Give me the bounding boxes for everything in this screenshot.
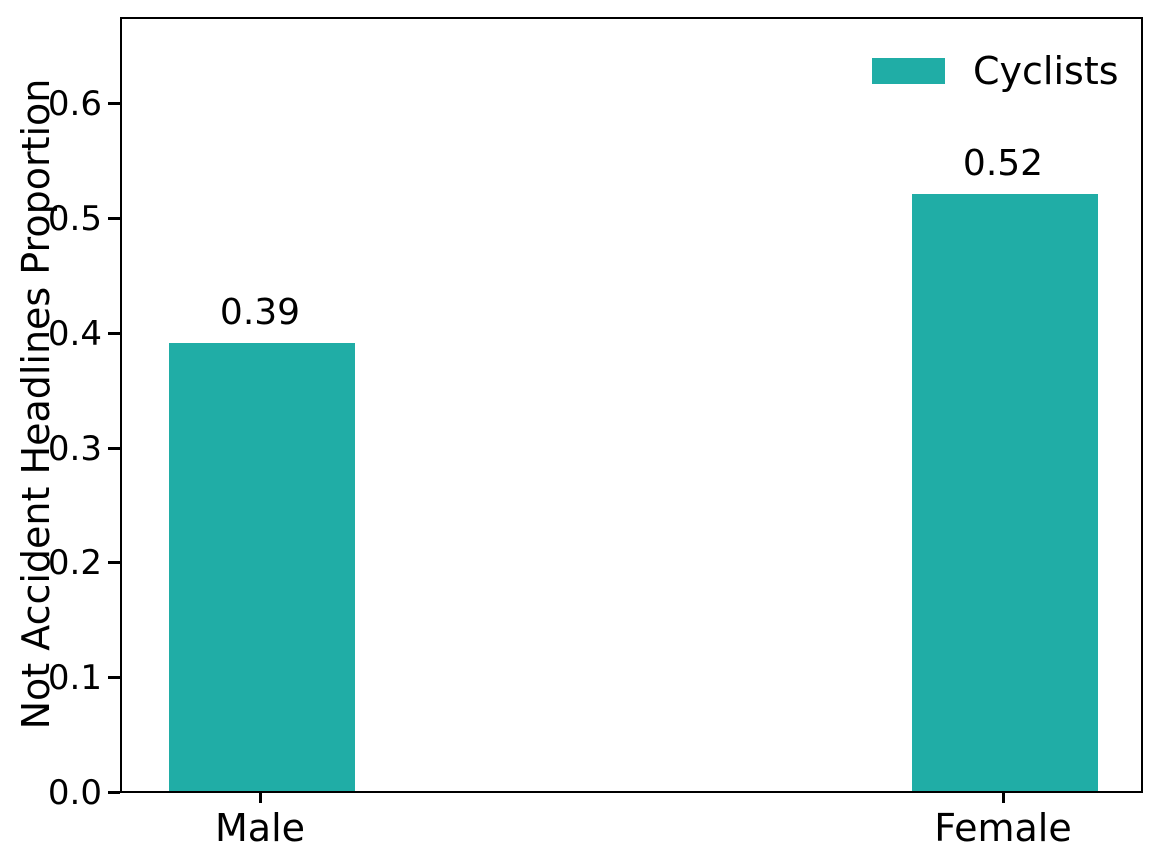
y-tick-label: 0.5: [47, 199, 102, 239]
x-tick-label-male: Male: [214, 806, 306, 850]
x-tick-mark-female: [1002, 793, 1005, 803]
bar-male: [169, 343, 355, 791]
y-tick-mark: [108, 791, 120, 794]
bar-female: [912, 194, 1098, 791]
bar-value-label-female: 0.52: [962, 143, 1044, 184]
y-tick-label: 0.4: [47, 314, 102, 354]
y-tick-label: 0.1: [47, 658, 102, 698]
y-tick-mark: [108, 102, 120, 105]
y-tick-label: 0.0: [47, 773, 102, 813]
plot-area: Cyclists: [120, 17, 1143, 793]
x-tick-mark-male: [259, 793, 262, 803]
y-tick-mark: [108, 447, 120, 450]
legend-label-cyclists: Cyclists: [973, 49, 1119, 93]
y-tick-mark: [108, 217, 120, 220]
y-axis-title: Not Accident Headlines Proportion: [14, 78, 58, 730]
legend-swatch-cyclists: [872, 58, 945, 84]
bar-value-label-male: 0.39: [219, 292, 301, 333]
y-tick-label: 0.2: [47, 543, 102, 583]
y-tick-mark: [108, 332, 120, 335]
legend: Cyclists: [872, 52, 1119, 90]
x-tick-label-female: Female: [934, 806, 1072, 850]
y-tick-label: 0.3: [47, 429, 102, 469]
y-tick-label: 0.6: [47, 84, 102, 124]
y-tick-mark: [108, 561, 120, 564]
y-tick-mark: [108, 676, 120, 679]
